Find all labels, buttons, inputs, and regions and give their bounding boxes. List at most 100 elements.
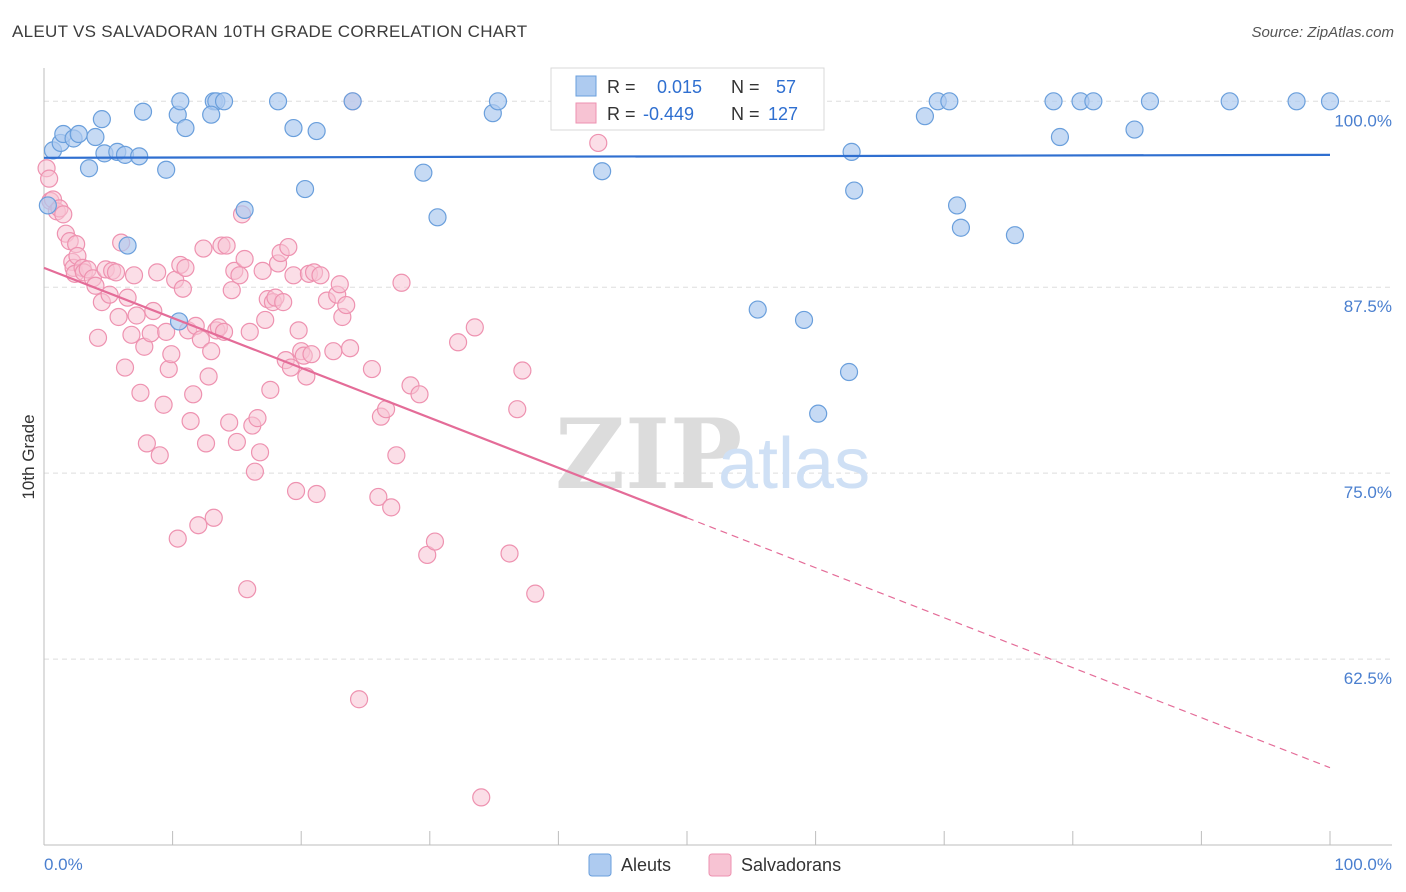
salvadoran-point: [253, 261, 272, 280]
salvadoran-point: [173, 279, 192, 298]
salvadorans-points: [37, 92, 608, 807]
aleut-point: [69, 124, 88, 144]
salvadorans-legend-label: Salvadorans: [741, 855, 841, 875]
aleut-point: [92, 110, 111, 129]
salvadoran-point: [217, 236, 236, 255]
salvadoran-point: [122, 325, 141, 344]
salvadoran-point: [40, 169, 59, 188]
salvadoran-point: [250, 443, 270, 462]
aleuts-legend-label: Aleuts: [621, 855, 671, 875]
salvadoran-point: [181, 411, 200, 431]
aleut-point: [343, 92, 362, 111]
aleut-point: [1140, 92, 1160, 111]
salvadoran-point: [311, 266, 330, 285]
aleut-point: [915, 107, 935, 126]
salvadoran-point: [106, 263, 126, 282]
aleut-point: [842, 142, 861, 161]
salvadoran-point: [222, 281, 241, 300]
aleut-point: [307, 121, 326, 141]
aleuts-r-value: 0.015: [657, 77, 702, 97]
salvadoran-point: [256, 310, 275, 330]
salvadoran-point: [227, 432, 246, 452]
salvadoran-point: [154, 395, 173, 414]
stats-legend: R = 0.015 N = 57 R = -0.449 N = 127: [550, 67, 825, 131]
salvadorans-trend-line: [43, 266, 688, 519]
aleut-point: [133, 102, 153, 121]
salvadoran-point: [141, 324, 160, 343]
salvadorans-n-label: N =: [731, 104, 760, 124]
aleut-point: [214, 92, 234, 111]
aleut-point: [488, 92, 508, 111]
salvadoran-point: [330, 275, 349, 294]
salvadoran-point: [100, 285, 119, 304]
chart-title: ALEUT VS SALVADORAN 10TH GRADE CORRELATI…: [12, 22, 528, 41]
x-tick-label-max: 100.0%: [1334, 855, 1392, 874]
y-tick-label: 100.0%: [1334, 111, 1392, 130]
aleut-point: [202, 105, 221, 124]
salvadoran-point: [194, 239, 213, 258]
salvadoran-point: [238, 580, 257, 599]
x-tick-label-min: 0.0%: [44, 855, 83, 874]
trend-lines: [43, 153, 1331, 769]
salvadoran-point: [340, 339, 360, 358]
salvadoran-point: [307, 484, 326, 504]
salvadoran-point: [261, 380, 280, 399]
aleut-point: [748, 300, 767, 319]
aleut-point: [1320, 92, 1340, 111]
y-tick-label: 75.0%: [1344, 483, 1392, 502]
aleuts-n-label: N =: [731, 77, 760, 97]
salvadoran-point: [115, 358, 135, 377]
salvadoran-point: [349, 690, 369, 709]
aleuts-legend-swatch: [575, 75, 597, 97]
salvadoran-point: [286, 481, 306, 501]
salvadoran-point: [150, 446, 169, 465]
aleut-point: [1050, 127, 1070, 147]
aleut-point: [1220, 92, 1239, 111]
source-note: Source: ZipAtlas.com: [1251, 24, 1394, 41]
y-tick-labels: 62.5% 75.0% 87.5% 100.0%: [1334, 111, 1392, 688]
y-tick-label: 87.5%: [1344, 297, 1392, 316]
salvadoran-point: [410, 385, 429, 404]
y-tick-label: 62.5%: [1344, 669, 1392, 688]
aleut-point: [414, 163, 433, 182]
salvadoran-point: [248, 409, 267, 428]
salvadoran-point: [472, 788, 491, 807]
aleut-point: [593, 162, 612, 181]
salvadoran-point: [589, 133, 608, 153]
salvadoran-point: [425, 532, 445, 551]
aleut-point: [947, 196, 967, 215]
salvadoran-point: [289, 321, 308, 340]
salvadoran-point: [302, 345, 321, 364]
salvadoran-point: [168, 529, 187, 548]
aleut-point: [38, 196, 57, 215]
salvadoran-point: [159, 359, 178, 379]
salvadoran-point: [500, 544, 519, 563]
salvadoran-point: [176, 258, 195, 277]
salvadorans-bottom-swatch: [708, 853, 732, 877]
salvadoran-point: [199, 367, 218, 386]
aleut-point: [951, 218, 971, 237]
aleut-point: [86, 127, 105, 147]
salvadorans-r-value: -0.449: [643, 104, 694, 124]
aleut-point: [428, 208, 447, 227]
salvadoran-point: [124, 266, 144, 285]
aleut-point: [1084, 92, 1103, 111]
salvadoran-point: [448, 333, 468, 352]
aleut-point: [1005, 226, 1025, 245]
aleut-point: [79, 159, 99, 178]
salvadoran-point: [526, 584, 545, 603]
aleuts-trend-line: [43, 153, 1331, 159]
aleut-point: [171, 92, 190, 111]
salvadoran-point: [204, 508, 223, 527]
x-axis-ticks: [43, 831, 1331, 845]
aleut-point: [130, 147, 149, 166]
salvadoran-point: [162, 345, 181, 364]
salvadorans-trend-extension: [686, 517, 1331, 769]
salvadoran-point: [392, 273, 411, 292]
aleut-point: [809, 404, 828, 423]
aleut-point: [176, 118, 195, 138]
salvadoran-point: [184, 385, 203, 404]
aleuts-r-label: R =: [607, 77, 636, 97]
watermark: ZIP atlas: [555, 398, 870, 511]
salvadoran-point: [191, 330, 210, 349]
